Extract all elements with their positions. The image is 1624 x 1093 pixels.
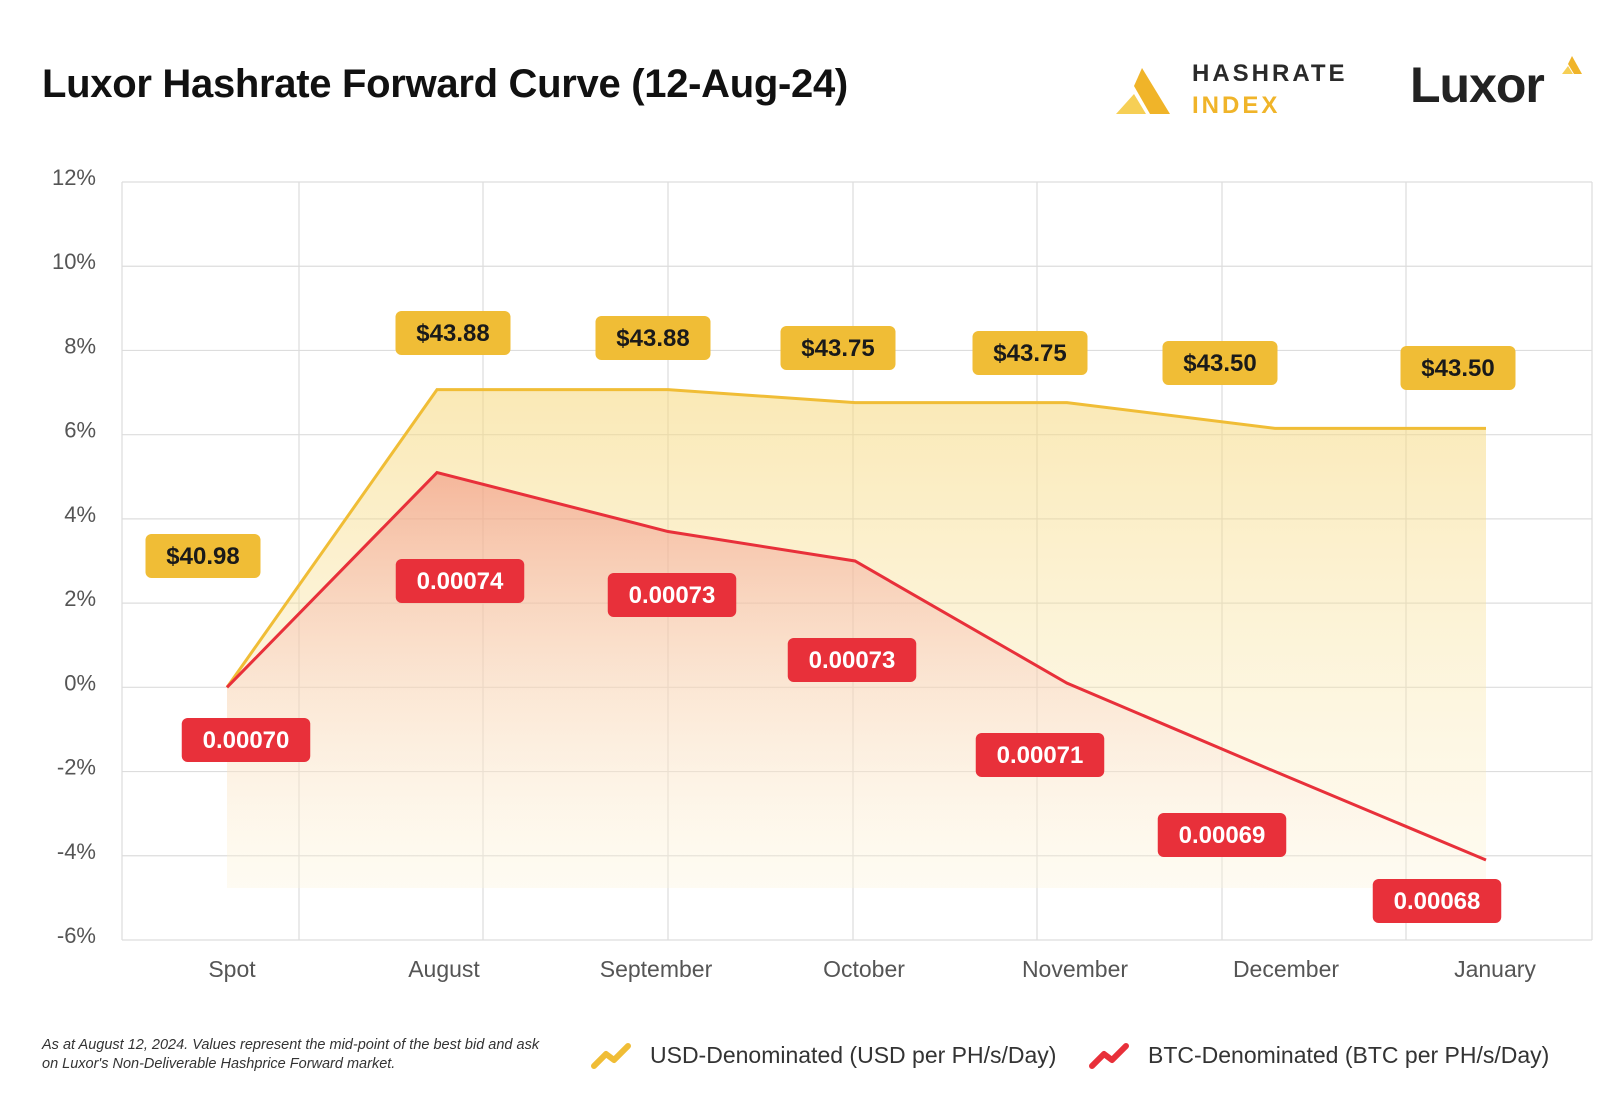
y-tick-label: -2% bbox=[57, 755, 96, 780]
y-tick-label: -4% bbox=[57, 839, 96, 864]
btc-data-label: 0.00071 bbox=[975, 733, 1105, 777]
svg-text:0.00074: 0.00074 bbox=[417, 568, 504, 595]
usd-data-label: $43.50 bbox=[1400, 346, 1516, 390]
usd-data-label: $43.75 bbox=[972, 331, 1088, 375]
y-tick-label: 12% bbox=[52, 165, 96, 190]
usd-data-label: $43.88 bbox=[595, 316, 711, 360]
luxor-triangle-icon bbox=[1562, 56, 1582, 74]
x-tick-label: Spot bbox=[208, 956, 256, 982]
btc-trend-icon bbox=[1089, 1043, 1129, 1069]
btc-data-label: 0.00069 bbox=[1157, 813, 1287, 857]
svg-text:$43.50: $43.50 bbox=[1183, 350, 1256, 377]
svg-text:0.00068: 0.00068 bbox=[1394, 888, 1481, 915]
luxor-logo-text: Luxor bbox=[1410, 57, 1545, 113]
x-tick-label: December bbox=[1233, 956, 1339, 982]
x-tick-label: January bbox=[1454, 956, 1536, 982]
svg-text:0.00069: 0.00069 bbox=[1179, 822, 1266, 849]
svg-text:0.00073: 0.00073 bbox=[809, 647, 896, 674]
btc-data-label: 0.00070 bbox=[181, 718, 311, 762]
y-tick-label: -6% bbox=[57, 923, 96, 948]
svg-text:0.00073: 0.00073 bbox=[629, 582, 716, 609]
x-tick-label: August bbox=[408, 956, 480, 982]
data-labels: $40.98 $43.88 $43.88 $43.75 $43.75 $43.50 $43.… bbox=[145, 311, 1516, 923]
usd-series-line bbox=[225, 388, 1486, 689]
x-tick-label: October bbox=[823, 956, 905, 982]
hashrate-index-icon bbox=[1116, 68, 1170, 114]
svg-text:0.00071: 0.00071 bbox=[997, 742, 1084, 769]
usd-data-label: $40.98 bbox=[145, 534, 261, 578]
btc-data-label: 0.00068 bbox=[1372, 879, 1502, 923]
btc-data-label: 0.00074 bbox=[395, 559, 525, 603]
y-tick-label: 2% bbox=[64, 586, 96, 611]
svg-text:$43.75: $43.75 bbox=[993, 340, 1066, 367]
y-axis-ticks: 12% 10% 8% 6% 4% 2% 0% -2% -4% -6% bbox=[52, 165, 96, 948]
legend-label-btc: BTC-Denominated (BTC per PH/s/Day) bbox=[1148, 1042, 1550, 1068]
svg-text:$43.88: $43.88 bbox=[416, 320, 489, 347]
btc-series-line bbox=[225, 470, 1487, 862]
svg-text:$43.50: $43.50 bbox=[1421, 355, 1494, 382]
chart-title: Luxor Hashrate Forward Curve (12-Aug-24) bbox=[42, 62, 848, 106]
btc-data-label: 0.00073 bbox=[607, 573, 737, 617]
series-lines bbox=[225, 388, 1487, 862]
y-tick-label: 0% bbox=[64, 670, 96, 695]
usd-data-label: $43.75 bbox=[780, 326, 896, 370]
footnote: As at August 12, 2024. Values represent … bbox=[42, 1037, 540, 1072]
svg-text:$43.88: $43.88 bbox=[616, 325, 689, 352]
hashrate-logo-line2: INDEX bbox=[1192, 92, 1281, 119]
y-tick-label: 10% bbox=[52, 249, 96, 274]
usd-data-label: $43.50 bbox=[1162, 341, 1278, 385]
luxor-logo: Luxor bbox=[1410, 56, 1590, 120]
x-tick-label: September bbox=[600, 956, 713, 982]
y-tick-label: 4% bbox=[64, 502, 96, 527]
hashrate-index-logo: HASHRATE INDEX bbox=[1112, 58, 1362, 122]
svg-text:$43.75: $43.75 bbox=[801, 335, 874, 362]
y-tick-label: 6% bbox=[64, 418, 96, 443]
legend-label-usd: USD-Denominated (USD per PH/s/Day) bbox=[650, 1042, 1057, 1068]
x-axis-ticks: Spot August September October November Decemb… bbox=[208, 956, 1536, 982]
x-tick-label: November bbox=[1022, 956, 1128, 982]
forward-curve-chart: 12% 10% 8% 6% 4% 2% 0% -2% -4% -6% Spot August Sept… bbox=[52, 165, 1593, 982]
btc-data-label: 0.00073 bbox=[787, 638, 917, 682]
hashrate-logo-line1: HASHRATE bbox=[1192, 60, 1348, 87]
usd-data-label: $43.88 bbox=[395, 311, 511, 355]
svg-text:$40.98: $40.98 bbox=[166, 543, 239, 570]
y-tick-label: 8% bbox=[64, 333, 96, 358]
usd-trend-icon bbox=[591, 1043, 631, 1069]
svg-text:0.00070: 0.00070 bbox=[203, 727, 290, 754]
